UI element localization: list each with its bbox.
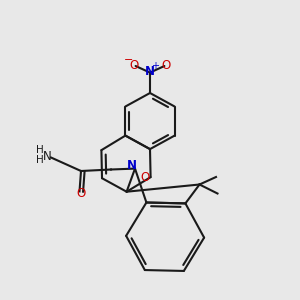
Text: O: O [130,58,139,72]
Text: H: H [36,155,43,165]
Text: +: + [151,61,159,71]
Text: −: − [124,55,134,65]
Text: N: N [145,64,155,78]
Text: O: O [76,187,85,200]
Text: H: H [36,145,43,155]
Text: O: O [140,171,149,184]
Text: O: O [161,58,170,72]
Text: N: N [43,149,52,163]
Text: N: N [127,159,137,172]
